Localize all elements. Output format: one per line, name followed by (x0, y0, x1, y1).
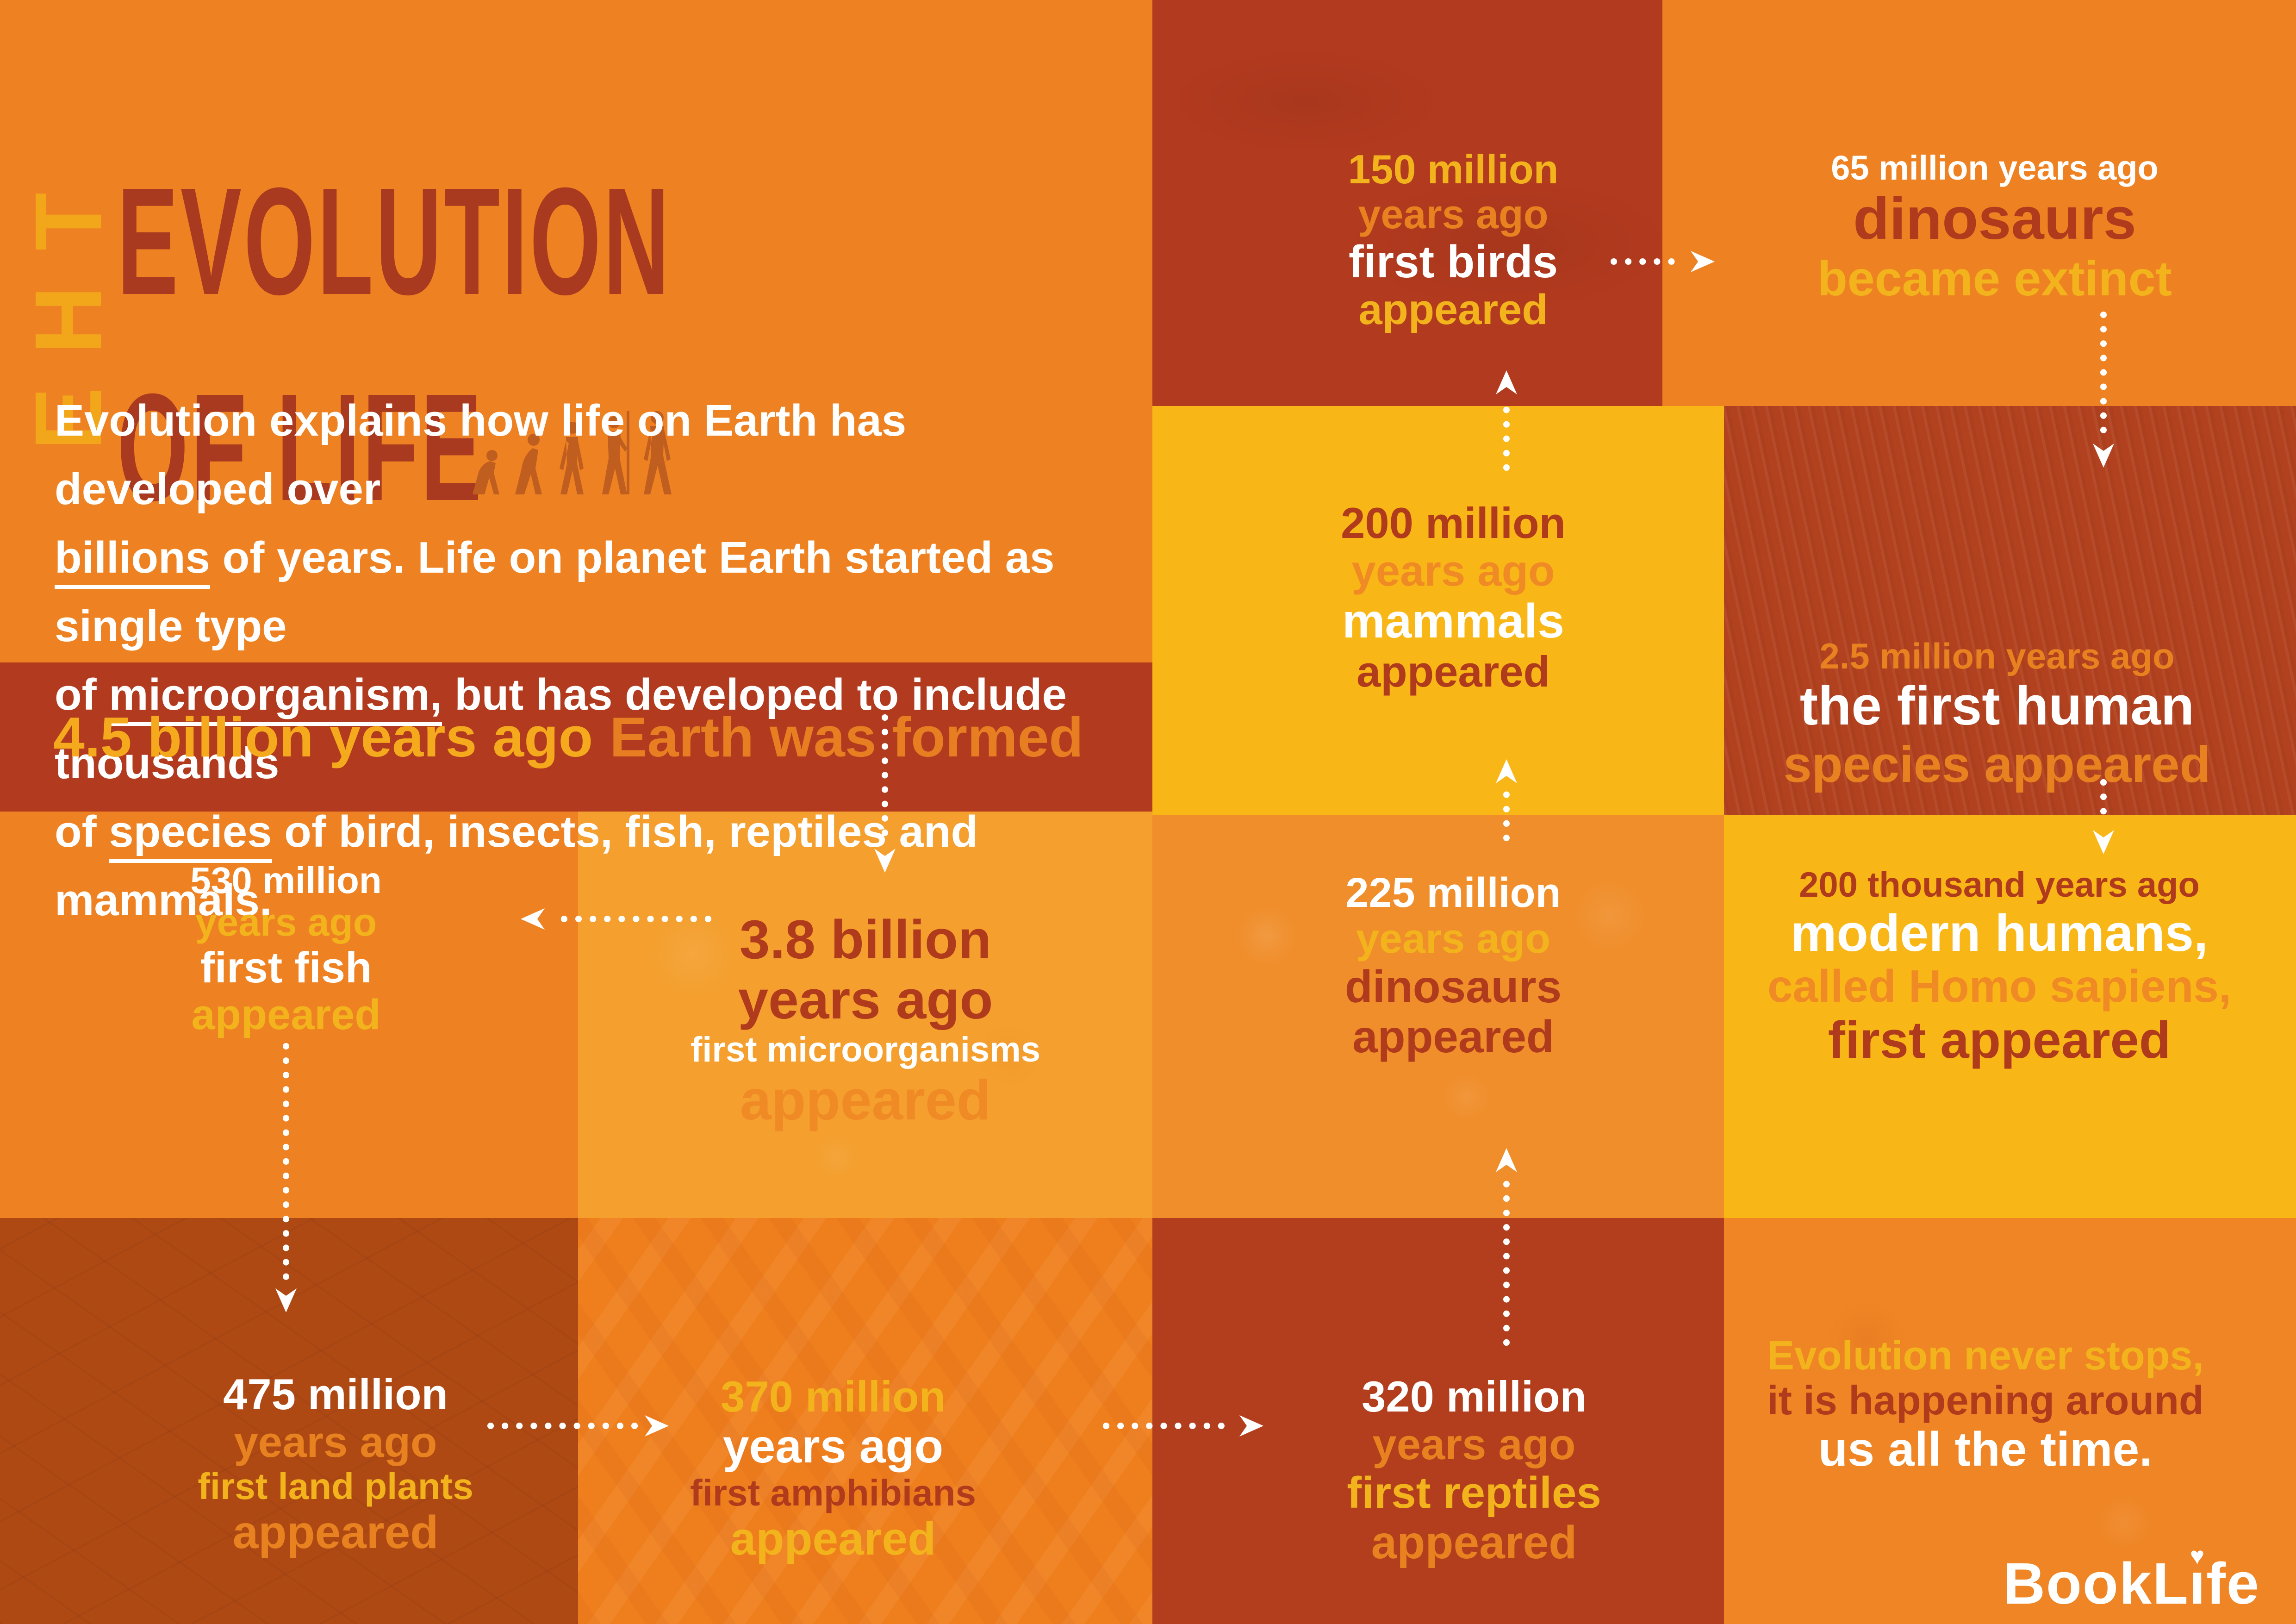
cell-amphibians-bg (578, 1218, 1152, 1624)
banner-event-label: Earth was formed (610, 706, 1083, 768)
page-title: EVOLUTION OF LIFE (117, 138, 672, 550)
booklife-logo-text: BookL (2003, 1551, 2189, 1616)
outro-line2: it is happening around (1767, 1377, 2204, 1423)
cell-microorganisms: 3.8 billion years ago first microorganis… (579, 910, 1152, 1131)
cell-modern-humans-bg (1724, 815, 2296, 1218)
modern-event: modern humans, (1790, 904, 2209, 962)
cell-microorganisms-bg (578, 812, 1152, 1218)
plants-event: first land plants (198, 1465, 473, 1507)
page-title-line1: EVOLUTION (117, 156, 672, 326)
intro-line: of (55, 807, 109, 856)
micro-when: 3.8 billion (739, 909, 992, 970)
cell-land-plants: 475 million years ago first land plants … (49, 1370, 622, 1558)
mammals-when2: years ago (1351, 546, 1555, 595)
fish-when: 530 million (190, 860, 382, 901)
fish-event2: appeared (191, 991, 381, 1038)
micro-when2: years ago (738, 969, 993, 1031)
reptiles-when2: years ago (1372, 1420, 1576, 1469)
intro-line: of (55, 670, 109, 719)
cell-first-reptiles: 320 million years ago first reptiles app… (1187, 1373, 1761, 1568)
reptiles-when: 320 million (1362, 1372, 1587, 1421)
booklife-logo-i: ı ♥ (2189, 1542, 2206, 1616)
micro-event: first microorganisms (691, 1030, 1040, 1069)
extinct-when: 65 million years ago (1831, 149, 2159, 187)
plants-event2: appeared (232, 1506, 439, 1558)
dinos-event: dinosaurs (1344, 961, 1562, 1012)
modern-when: 200 thousand years ago (1799, 865, 2200, 905)
outro-line3: us all the time. (1818, 1422, 2153, 1476)
cell-dinosaurs-extinct: 65 million years ago dinosaurs became ex… (1694, 149, 2296, 306)
fish-event: first fish (200, 943, 372, 992)
birds-when: 150 million (1348, 146, 1559, 192)
birds-event2: appeared (1358, 286, 1548, 334)
micro-event2: appeared (740, 1068, 991, 1132)
intro-paragraph: Evolution explains how life on Earth has… (55, 387, 1128, 935)
cell-land-plants-bg (0, 1218, 578, 1624)
intro-line: Evolution explains how life on Earth has… (55, 396, 907, 514)
dinos-when2: years ago (1356, 916, 1551, 962)
cell-amphibians: 370 million years ago first amphibians a… (546, 1373, 1120, 1564)
mammals-when: 200 million (1341, 499, 1566, 547)
booklife-logo-text: fe (2206, 1551, 2260, 1616)
cell-modern-humans: 200 thousand years ago modern humans, ca… (1699, 866, 2296, 1068)
birds-when2: years ago (1358, 191, 1549, 237)
banner-when-label: 4.5 billion years ago (53, 706, 593, 768)
intro-line: but has developed to include thousands (55, 670, 1067, 788)
dinos-event2: appeared (1352, 1011, 1554, 1062)
modern-event3: first appeared (1828, 1011, 2171, 1069)
intro-underlined-species: species (109, 807, 272, 863)
booklife-heart-icon: ♥ (2190, 1542, 2206, 1570)
outro-line1: Evolution never stops, (1767, 1332, 2204, 1378)
birds-event: first birds (1349, 236, 1558, 287)
amph-event: first amphibians (690, 1472, 976, 1513)
earth-formed-banner: 4.5 billion years ago Earth was formed (53, 662, 1083, 812)
plants-when: 475 million (223, 1370, 448, 1418)
intro-line: of bird, insects, fish, reptiles and mam… (55, 807, 978, 925)
human-event: the first human (1799, 675, 2195, 737)
human-event2: species appeared (1783, 736, 2211, 793)
title-letter: H (15, 286, 121, 355)
page-title-line2: OF LIFE (117, 362, 484, 532)
evolution-silhouettes-icon (473, 411, 672, 494)
intro-line: of years. Life on planet Earth started a… (55, 533, 1055, 651)
cell-outro: Evolution never stops, it is happening a… (1685, 1333, 2286, 1476)
reptiles-event2: appeared (1371, 1517, 1577, 1569)
title-letter: T (15, 192, 121, 251)
amph-when2: years ago (722, 1420, 944, 1473)
cell-mammals-bg (1152, 406, 1724, 815)
cell-first-birds: 150 million years ago first birds appear… (1199, 147, 1708, 334)
cell-dinosaurs-appeared: 225 million years ago dinosaurs appeared (1176, 870, 1731, 1062)
cell-outro-bg (1724, 1218, 2296, 1624)
cell-first-birds-bg (1152, 0, 1662, 406)
intro-underlined-microorganism: microorganism, (109, 670, 442, 726)
cell-dinosaurs-appeared-bg (1152, 815, 1724, 1218)
intro-underlined-billions: billions (55, 533, 210, 589)
cell-dinosaurs-extinct-bg (1662, 0, 2296, 406)
title-block-bg (0, 0, 1152, 662)
mammals-event2: appeared (1356, 647, 1550, 696)
fish-when2: years ago (195, 900, 377, 944)
mammals-event: mammals (1342, 594, 1564, 648)
modern-event2: called Homo sapiens, (1767, 960, 2232, 1012)
earth-formed-banner-bg (0, 662, 1152, 812)
amph-event2: appeared (730, 1512, 936, 1565)
cell-first-human: 2.5 million years ago the first human sp… (1696, 636, 2296, 793)
dinos-when: 225 million (1345, 870, 1561, 916)
cell-first-fish: 530 million years ago first fish appeare… (8, 860, 564, 1038)
booklife-logo: BookLı ♥ fe (2003, 1542, 2260, 1617)
cell-first-human-bg (1724, 406, 2296, 815)
plants-when2: years ago (234, 1418, 437, 1467)
amph-when: 370 million (721, 1372, 946, 1421)
human-when: 2.5 million years ago (1819, 636, 2175, 676)
cell-mammals: 200 million years ago mammals appeared (1176, 499, 1731, 696)
extinct-event: dinosaurs (1853, 186, 2136, 252)
extinct-event2: became extinct (1817, 251, 2172, 306)
reptiles-event: first reptiles (1347, 1468, 1601, 1518)
